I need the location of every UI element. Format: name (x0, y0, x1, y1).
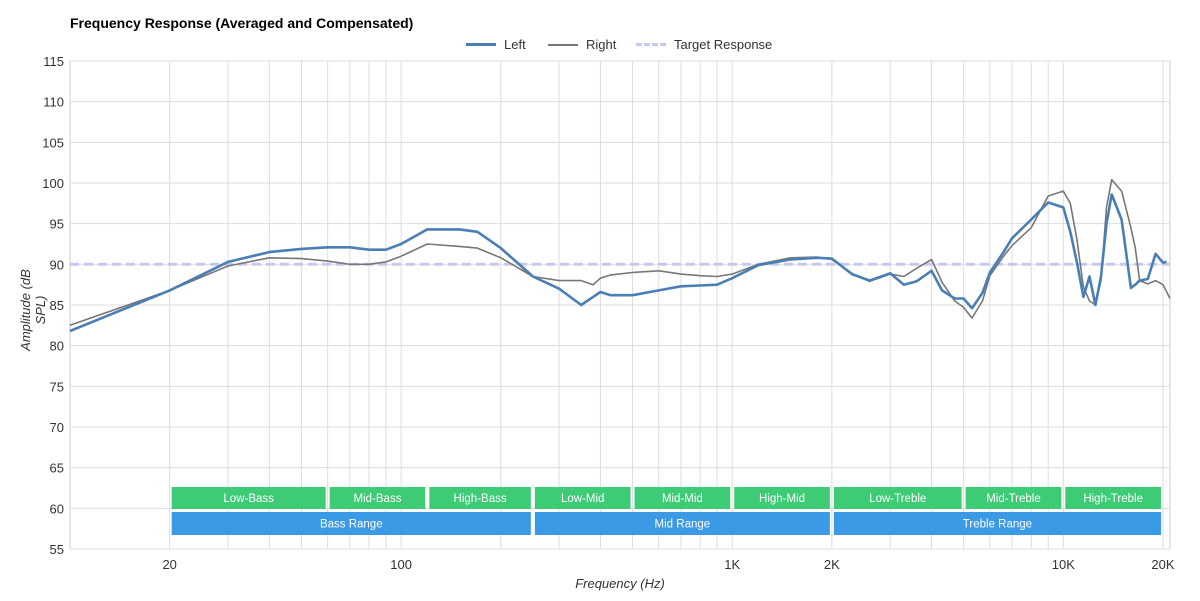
x-tick-label: 20K (1151, 557, 1174, 572)
sub-range-band (429, 487, 531, 509)
sub-range-band (534, 487, 631, 509)
y-tick-label: 55 (50, 542, 64, 557)
x-tick-label: 20 (162, 557, 176, 572)
x-tick-label: 2K (824, 557, 840, 572)
sub-range-band (171, 487, 326, 509)
range-band (534, 512, 830, 535)
y-tick-label: 110 (43, 95, 64, 110)
sub-range-band (833, 487, 962, 509)
left-series-line (69, 193, 1167, 333)
range-label: Mid Range (655, 519, 711, 531)
range-band (171, 512, 531, 535)
sub-range-label: High-Mid (759, 493, 805, 505)
x-tick-label: 100 (390, 557, 412, 572)
x-tick-label: 10K (1052, 557, 1075, 572)
y-tick-label: 75 (50, 379, 64, 394)
x-axis-label: Frequency (Hz) (575, 576, 665, 591)
sub-range-band (329, 487, 426, 509)
y-tick-label: 100 (42, 176, 64, 191)
legend-swatch-right (548, 43, 578, 46)
y-tick-label: 80 (50, 339, 64, 354)
chart-title: Frequency Response (Averaged and Compens… (70, 15, 414, 31)
y-axis-label: Amplitude (dB SPL) (18, 269, 48, 351)
sub-range-label: Mid-Treble (986, 493, 1041, 505)
y-tick-label: 90 (50, 257, 64, 272)
sub-range-band (734, 487, 830, 509)
legend-label-right: Right (586, 37, 617, 52)
y-tick-label: 85 (50, 298, 64, 313)
legend-item-target[interactable]: Target Response (636, 37, 772, 52)
legend-label-target: Target Response (674, 37, 773, 52)
sub-range-label: High-Bass (454, 493, 507, 505)
legend-item-left[interactable]: Left (466, 37, 526, 52)
chart-legend: Left Right Target Response (0, 37, 1200, 55)
legend-label-left: Left (504, 37, 526, 52)
y-tick-label: 105 (42, 135, 64, 150)
range-band (833, 512, 1161, 535)
y-tick-label: 60 (50, 501, 64, 516)
range-label: Bass Range (320, 519, 383, 531)
sub-range-label: High-Treble (1083, 493, 1143, 505)
sub-range-band (634, 487, 731, 509)
y-tick-label: 65 (50, 461, 64, 476)
legend-swatch-left (466, 43, 496, 46)
legend-item-right[interactable]: Right (548, 37, 616, 52)
sub-range-label: Low-Bass (223, 493, 274, 505)
sub-range-band (1065, 487, 1161, 509)
legend-swatch-target (636, 43, 666, 46)
sub-range-label: Mid-Bass (354, 493, 402, 505)
y-tick-label: 70 (50, 420, 64, 435)
range-label: Treble Range (963, 519, 1032, 531)
sub-range-label: Low-Mid (561, 493, 604, 505)
y-tick-label: 95 (50, 217, 64, 232)
y-tick-label: 115 (43, 54, 64, 69)
sub-range-label: Mid-Mid (662, 493, 703, 505)
sub-range-label: Low-Treble (869, 493, 926, 505)
x-tick-label: 1K (724, 557, 740, 572)
sub-range-band (965, 487, 1062, 509)
